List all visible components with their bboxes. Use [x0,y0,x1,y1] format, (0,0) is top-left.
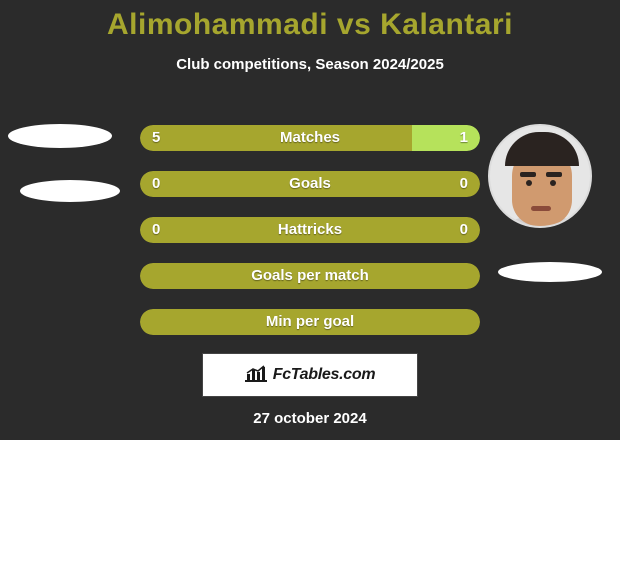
stat-right-value: 0 [460,217,468,243]
page-subtitle: Club competitions, Season 2024/2025 [0,56,620,73]
comparison-canvas: Alimohammadi vs Kalantari Club competiti… [0,0,620,440]
left-player-ellipse-1 [8,124,112,148]
chart-icon [245,364,267,387]
attribution-box: FcTables.com [202,353,418,397]
stat-label: Hattricks [140,217,480,243]
left-player-ellipse-2 [20,180,120,202]
stat-row-goals-per-match: Goals per match [140,263,480,289]
right-player-ellipse-1 [498,262,602,282]
right-player-avatar [488,124,592,228]
stat-row-hattricks: 0 Hattricks 0 [140,217,480,243]
stat-row-min-per-goal: Min per goal [140,309,480,335]
stat-row-matches: 5 Matches 1 [140,125,480,151]
stat-label: Min per goal [140,309,480,335]
stats-bars: 5 Matches 1 0 Goals 0 0 Hattricks 0 Goal… [140,125,480,355]
blank-area [0,440,620,580]
stat-row-goals: 0 Goals 0 [140,171,480,197]
page-title: Alimohammadi vs Kalantari [0,0,620,42]
stat-right-value: 1 [460,125,468,151]
stat-right-value: 0 [460,171,468,197]
stat-label: Goals per match [140,263,480,289]
attribution-text: FcTables.com [273,366,376,384]
stat-label: Goals [140,171,480,197]
date-text: 27 october 2024 [0,410,620,427]
stat-label: Matches [140,125,480,151]
